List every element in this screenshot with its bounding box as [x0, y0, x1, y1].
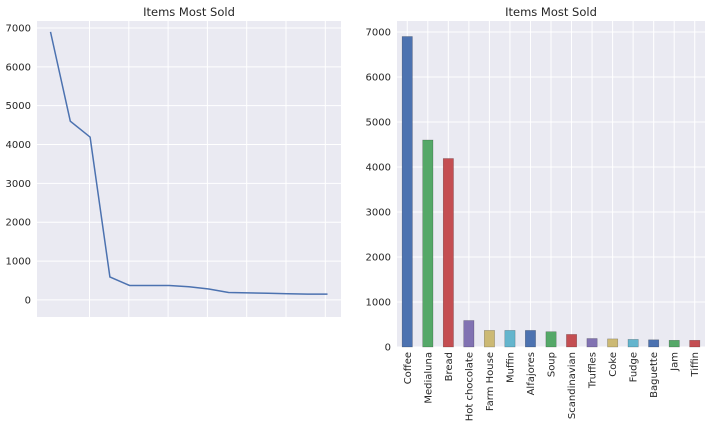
bar-muffin: [504, 330, 516, 348]
bar-x-tick-label: Bread: [444, 352, 455, 381]
bar-y-tick-labels: 0 1000 2000 3000 4000 5000 6000 7000: [366, 28, 391, 354]
bar-medialuna: [422, 139, 434, 348]
line-plot-area: [37, 21, 341, 317]
bar-jam: [668, 340, 680, 348]
bar-alfajores: [525, 330, 536, 348]
bar-x-tick-label: Alfajores: [526, 352, 537, 395]
bar-y-tick-label: 4000: [366, 163, 391, 174]
bar-x-tick-label: Medialuna: [423, 352, 434, 404]
bar-x-tick-labels: Coffee Medialuna Bread Hot chocolate Farm Ho…: [403, 352, 701, 421]
line-gridlines: [37, 21, 341, 317]
bar-chart: 0 1000 2000 3000 4000 5000 6000 7000 Coffee Medi…: [366, 5, 705, 421]
line-y-tick-label: 3000: [6, 179, 31, 190]
line-y-tick-label: 0: [25, 295, 31, 306]
bar-scandinavian: [566, 334, 577, 348]
bar-x-tick-label: Coffee: [403, 352, 414, 384]
bar-x-tick-label: Muffin: [505, 352, 516, 383]
line-y-tick-label: 5000: [6, 101, 31, 112]
bar-x-tick-label: Farm House: [485, 352, 496, 411]
line-chart-title: Items Most Sold: [143, 5, 235, 19]
bar-tiffin: [689, 340, 701, 348]
bar-soup: [545, 331, 557, 348]
line-chart: 0 1000 2000 3000 4000 5000 6000 7000 Items Most…: [6, 5, 341, 317]
line-y-tick-labels: 0 1000 2000 3000 4000 5000 6000 7000: [6, 23, 31, 306]
bar-truffles: [586, 338, 598, 348]
bar-x-tick-label: Hot chocolate: [464, 352, 475, 421]
bar-y-tick-label: 1000: [366, 298, 391, 309]
bar-y-tick-label: 7000: [366, 28, 391, 39]
bar-y-tick-label: 2000: [366, 253, 391, 264]
line-y-tick-label: 6000: [6, 62, 31, 73]
bar-chart-title: Items Most Sold: [505, 5, 597, 19]
bar-y-tick-label: 0: [385, 343, 391, 354]
line-y-tick-label: 4000: [6, 140, 31, 151]
bar-baguette: [648, 339, 660, 348]
bar-x-tick-label: Truffles: [588, 352, 599, 389]
line-series: [49, 31, 328, 295]
bar-coffee: [401, 36, 413, 348]
bar-x-tick-label: Baguette: [649, 352, 660, 398]
bar-x-tick-label: Coke: [608, 352, 619, 377]
bar-bread: [442, 158, 454, 348]
bar-x-tick-label: Jam: [670, 352, 681, 372]
line-y-tick-label: 1000: [6, 257, 31, 268]
bar-y-tick-label: 6000: [366, 73, 391, 84]
bar-farm-house: [484, 330, 495, 348]
line-y-tick-label: 2000: [6, 218, 31, 229]
bar-y-tick-label: 3000: [366, 208, 391, 219]
bar-y-tick-label: 5000: [366, 118, 391, 129]
bar-coke: [607, 338, 619, 348]
bar-x-tick-label: Scandinavian: [567, 352, 578, 419]
line-y-tick-label: 7000: [6, 23, 31, 34]
bar-series: [401, 36, 701, 348]
bar-x-tick-label: Fudge: [629, 352, 640, 382]
bar-hot-chocolate: [463, 320, 475, 348]
bar-fudge: [627, 339, 639, 348]
bar-x-tick-label: Tiffin: [690, 352, 701, 378]
bar-x-tick-label: Soup: [547, 352, 558, 377]
